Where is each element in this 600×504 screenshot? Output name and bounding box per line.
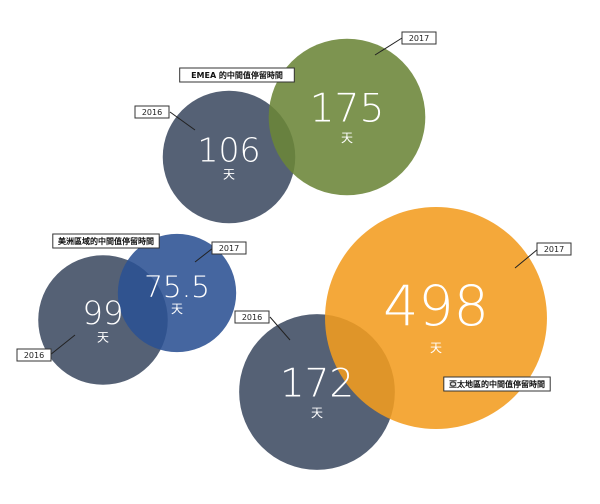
year-box — [134, 105, 170, 119]
leader-line — [374, 37, 403, 56]
year-box — [234, 310, 270, 324]
bubble-unit: 天 — [97, 330, 109, 344]
year-label: 2017 — [219, 244, 239, 253]
bubble-value: 75.5 — [144, 270, 210, 304]
bubble-value: 106 — [197, 131, 260, 170]
year-box — [536, 242, 572, 256]
leader-line — [169, 111, 196, 131]
year-box — [401, 31, 437, 45]
bubble-unit: 天 — [171, 302, 183, 316]
year-box — [211, 241, 247, 255]
bubble — [162, 90, 296, 224]
bubble-value: 99 — [82, 294, 123, 332]
title-box — [52, 233, 160, 249]
group-title: EMEA 的中間值停留時間 — [191, 70, 283, 80]
leader-line — [194, 247, 214, 263]
leader-line — [514, 248, 539, 269]
year-label: 2016 — [242, 313, 262, 322]
group-title: 美洲區域的中間值停留時間 — [58, 236, 154, 246]
leader-line — [269, 316, 291, 341]
bubble — [268, 38, 426, 196]
bubble-unit: 天 — [223, 168, 235, 182]
bubble — [117, 233, 237, 353]
year-label: 2017 — [544, 245, 564, 254]
bubble-unit: 天 — [311, 406, 323, 420]
bubble — [325, 207, 547, 429]
title-box — [179, 67, 295, 83]
title-box — [443, 376, 551, 392]
bubble-value: 172 — [280, 362, 354, 407]
year-label: 2016 — [24, 351, 44, 360]
bubble-value: 498 — [383, 275, 489, 339]
leader-line — [49, 334, 76, 356]
year-box — [16, 348, 52, 362]
year-label: 2016 — [142, 108, 162, 117]
year-label: 2017 — [409, 34, 429, 43]
bubble-value: 175 — [310, 87, 385, 132]
group-title: 亞太地區的中間值停留時間 — [449, 379, 545, 389]
bubble-unit: 天 — [430, 341, 442, 355]
bubble-unit: 天 — [341, 131, 353, 145]
